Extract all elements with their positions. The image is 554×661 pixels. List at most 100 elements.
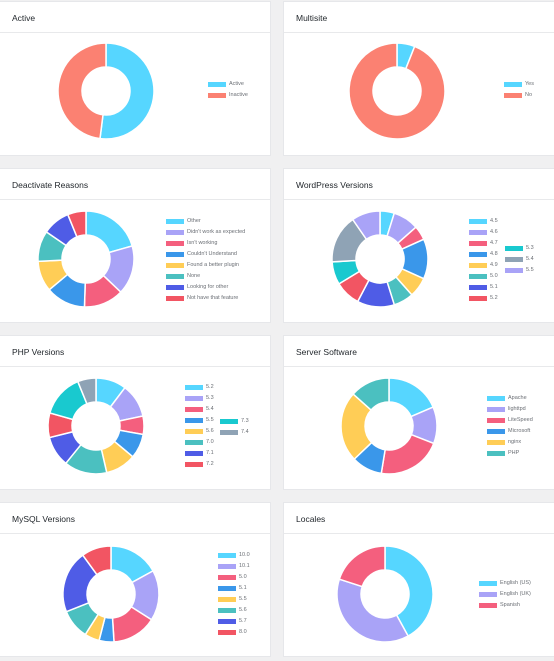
mysql-versions-donut-chart [62,545,160,643]
legend-label: 4.7 [490,240,498,246]
legend-label: 8.0 [239,629,247,635]
legend-swatch [166,296,184,301]
wordpress-versions-donut-chart [331,210,429,308]
card-title: PHP Versions [12,347,65,357]
legend-swatch [208,82,226,87]
legend-swatch [469,274,487,279]
legend-swatch [218,553,236,558]
legend-swatch [487,418,505,423]
legend-label: 5.3 [206,395,214,401]
slice-active[interactable] [99,42,155,140]
legend-label: 5.0 [490,273,498,279]
card-divider [284,533,554,534]
legend-label: 5.5 [239,596,247,602]
php-versions-donut-chart [47,377,145,475]
legend-swatch [166,241,184,246]
multisite-card: Multisite Yes No [284,2,554,155]
legend-swatch [166,274,184,279]
legend-swatch [166,230,184,235]
legend-swatch [218,597,236,602]
legend-label: Not have that feature [187,295,239,301]
legend-label: English (UK) [500,591,531,597]
legend-swatch [185,385,203,390]
legend-label: Inactive [229,92,248,98]
card-divider [284,199,554,200]
deactivate-reasons-donut-chart [37,210,135,308]
card-divider [0,533,270,534]
slice-not-have-that-feature[interactable] [66,210,87,238]
legend-label: Couldn't Understand [187,251,237,257]
legend-swatch [469,285,487,290]
legend-label: Found a better plugin [187,262,239,268]
card-title: Locales [296,514,326,524]
legend-swatch [469,263,487,268]
legend-swatch [166,263,184,268]
legend-swatch [469,241,487,246]
slice-no[interactable] [348,42,446,140]
slice-other[interactable] [85,210,134,254]
legend-label: lighttpd [508,406,526,412]
legend-label: PHP [508,450,520,456]
legend-label: Microsoft [508,428,531,434]
legend-label: 4.6 [490,229,498,235]
card-divider [0,366,270,367]
legend-swatch [218,564,236,569]
legend-swatch [166,285,184,290]
legend-label: 7.3 [241,418,249,424]
legend-swatch [487,451,505,456]
legend-label: Apache [508,395,527,401]
server-software-donut-chart [340,377,438,475]
legend-label: 5.2 [206,384,214,390]
legend-swatch [208,93,226,98]
legend-swatch [185,396,203,401]
slice-7-4[interactable] [76,377,97,405]
legend-label: 5.5 [206,417,214,423]
legend-label: Isn't working [187,240,218,246]
legend-label: 5.4 [206,406,214,412]
legend-label: 5.6 [239,607,247,613]
legend-label: 10.0 [239,552,250,558]
card-title: Server Software [296,347,357,357]
legend-label: 5.2 [490,295,498,301]
slice-english-uk[interactable] [336,578,410,643]
legend-swatch [220,419,238,424]
slice-litespeed[interactable] [380,433,435,475]
legend-swatch [487,440,505,445]
legend-label: 7.0 [206,439,214,445]
legend-swatch [505,257,523,262]
locales-card: Locales English (US) English (UK) Spanish [284,503,554,656]
slice-5-5[interactable] [351,210,381,241]
card-title: Active [12,13,36,23]
legend-swatch [185,462,203,467]
card-title: MySQL Versions [12,514,75,524]
legend-label: Yes [525,81,534,87]
legend-swatch [487,429,505,434]
slice-inactive[interactable] [57,42,107,140]
legend-label: Active [229,81,244,87]
legend-label: Other [187,218,201,224]
legend-label: None [187,273,201,279]
legend-label: nginx [508,439,522,445]
legend-label: 5.4 [526,256,534,262]
legend-label: 4.8 [490,251,498,257]
slice-spanish[interactable] [338,545,386,588]
legend-label: 5.7 [239,618,247,624]
slice-php[interactable] [352,377,390,412]
legend-label: 10.1 [239,563,250,569]
slice-8-0[interactable] [81,545,112,576]
legend-label: LiteSpeed [508,417,533,423]
slice-english-us[interactable] [384,545,434,638]
legend-swatch [504,82,522,87]
legend-swatch [469,230,487,235]
legend-label: 7.2 [206,461,214,467]
card-divider [284,32,554,33]
legend-swatch [504,93,522,98]
deactivate-reasons-card: Deactivate Reasons Other Didn't work as ex… [0,169,270,322]
legend-swatch [166,219,184,224]
legend-swatch [218,608,236,613]
legend-swatch [185,429,203,434]
legend-swatch [469,219,487,224]
legend-swatch [218,575,236,580]
legend-swatch [479,592,497,597]
legend-label: 4.9 [490,262,498,268]
